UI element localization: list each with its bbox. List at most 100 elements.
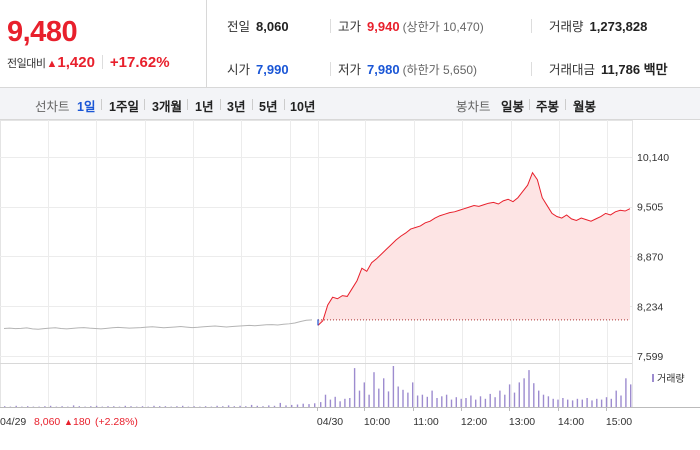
divider [531,62,532,76]
prev-day-volume-bar [296,404,299,407]
today-volume-bar [436,398,438,407]
today-volume-bar [358,390,361,407]
prev-day-volume-bar [141,406,144,407]
today-volume-bar [329,399,332,407]
candle-chart-label: 봉차트 [456,100,491,114]
prev-day-volume-bar [256,405,258,407]
volume-legend-swatch [652,374,654,382]
stat-volume: 거래량 1,273,828 [549,16,647,36]
today-volume-bar [528,370,530,407]
prev-day-volume-bar [153,405,155,407]
today-volume-bar [412,382,414,407]
prev-day-volume-bar [90,406,92,407]
today-volume-bar [373,372,375,408]
today-volume-bar [465,398,467,407]
divider [531,19,532,33]
prev-day-volume-bar [222,406,224,407]
today-volume-bar [610,398,612,407]
price-chart[interactable]: 10,140 9,505 8,870 8,234 7,599 04/30 10:00 11:… [0,120,700,450]
x-axis: 04/30 10:00 11:00 12:00 13:00 14:00 15:00 [317,407,632,428]
today-volume-bar [499,390,501,407]
today-volume-bar [581,399,583,407]
y-tick-label: 10,140 [637,152,669,164]
y-axis: 10,140 9,505 8,870 8,234 7,599 [637,152,669,363]
prev-day-volume-bar [227,405,230,407]
prev-day-volume-bar [302,403,304,407]
x-tick-label: 14:00 [558,416,584,428]
prev-day-volume-bar [204,406,207,407]
today-volume-bar [625,378,627,407]
period-3m[interactable]: 3개월 [152,100,182,114]
chart-period-bar: 선차트 1일 1주일 3개월 1년 3년 5년 10년 봉차트 일봉 주봉 월봉 [0,88,700,120]
today-volume-bar [407,392,409,407]
today-volume-bar [489,393,491,407]
y-tick-label: 7,599 [637,351,663,363]
period-weekly-candle[interactable]: 주봉 [536,100,560,114]
stat-sub: (하한가 5,650) [402,63,478,77]
x-tick-label: 12:00 [461,416,487,428]
change-rate: +17.62% [109,54,170,71]
today-volume-bar [513,392,516,407]
today-volume-bar [431,390,433,407]
prev-day-volume-bar [49,405,52,407]
today-volume-bar [397,386,399,407]
period-5y[interactable]: 5년 [259,100,278,114]
prev-day-line [3,319,313,330]
line-chart-label: 선차트 [35,100,70,114]
today-volume-bar [552,398,554,407]
y-tick-label: 8,870 [637,251,663,263]
today-price-line [317,171,631,326]
stat-sub: (상한가 10,470) [402,20,484,34]
period-1y[interactable]: 1년 [195,100,214,114]
today-volume-bar [484,398,487,407]
y-tick-label: 8,234 [637,301,663,313]
today-volume-bar [630,384,632,407]
stat-open: 시가 7,990 [227,59,289,79]
stat-value: 8,060 [256,19,289,34]
today-volume-bar [576,398,579,407]
stat-value: 1,273,828 [589,19,648,34]
divider [220,99,221,110]
x-tick-label: 11:00 [413,416,439,428]
stat-value: 11,786 백만 [601,62,668,77]
period-monthly-candle[interactable]: 월봉 [573,100,597,114]
prev-day-volume-bar [262,406,264,407]
today-volume-bar [557,399,559,407]
today-volume-bar [349,398,351,407]
period-1w[interactable]: 1주일 [109,100,139,114]
stat-high: 고가 9,940 (상한가 10,470) [338,16,484,36]
period-daily-candle[interactable]: 일봉 [501,100,525,114]
prev-day-volume-bar [233,406,235,407]
period-10y[interactable]: 10년 [290,100,316,114]
prev-day-volume-bar [15,405,17,407]
prev-day-volume-bar [268,405,270,407]
prev-day-volume-bar [61,406,63,407]
prev-day-volume-bar [216,405,218,407]
period-1d[interactable]: 1일 [77,100,96,114]
period-3y[interactable]: 3년 [227,100,246,114]
stat-value: 7,990 [256,62,289,77]
today-volume-bar [523,378,525,407]
quote-header: 9,480 전일대비▲1,420 +17.62% 전일 8,060 고가 9,940(… [0,0,700,88]
today-volume-bar [320,402,322,407]
price-summary: 9,480 전일대비▲1,420 +17.62% [0,0,207,88]
x-tick-label: 13:00 [509,416,535,428]
today-volume-bar [455,397,457,407]
divider [330,19,331,33]
today-volume-bar [494,397,496,407]
prev-day-close: 8,060 [34,416,60,428]
prev-day-volume-bar [107,406,109,407]
today-volume-bar [518,382,520,407]
today-volume-bar [378,388,380,407]
today-volume-bar [533,383,535,407]
prev-day-volume-bar [314,403,316,407]
today-volume-bar [334,396,336,408]
today-volume-bar [363,382,365,407]
today-volume-bar [441,396,443,407]
divider [101,99,102,110]
prev-day-volume-bar [176,406,178,407]
today-volume-bar [416,395,419,407]
prev-day-volume-bar [27,406,29,407]
today-volume-bar [562,398,564,407]
today-volume-bar [591,400,593,407]
